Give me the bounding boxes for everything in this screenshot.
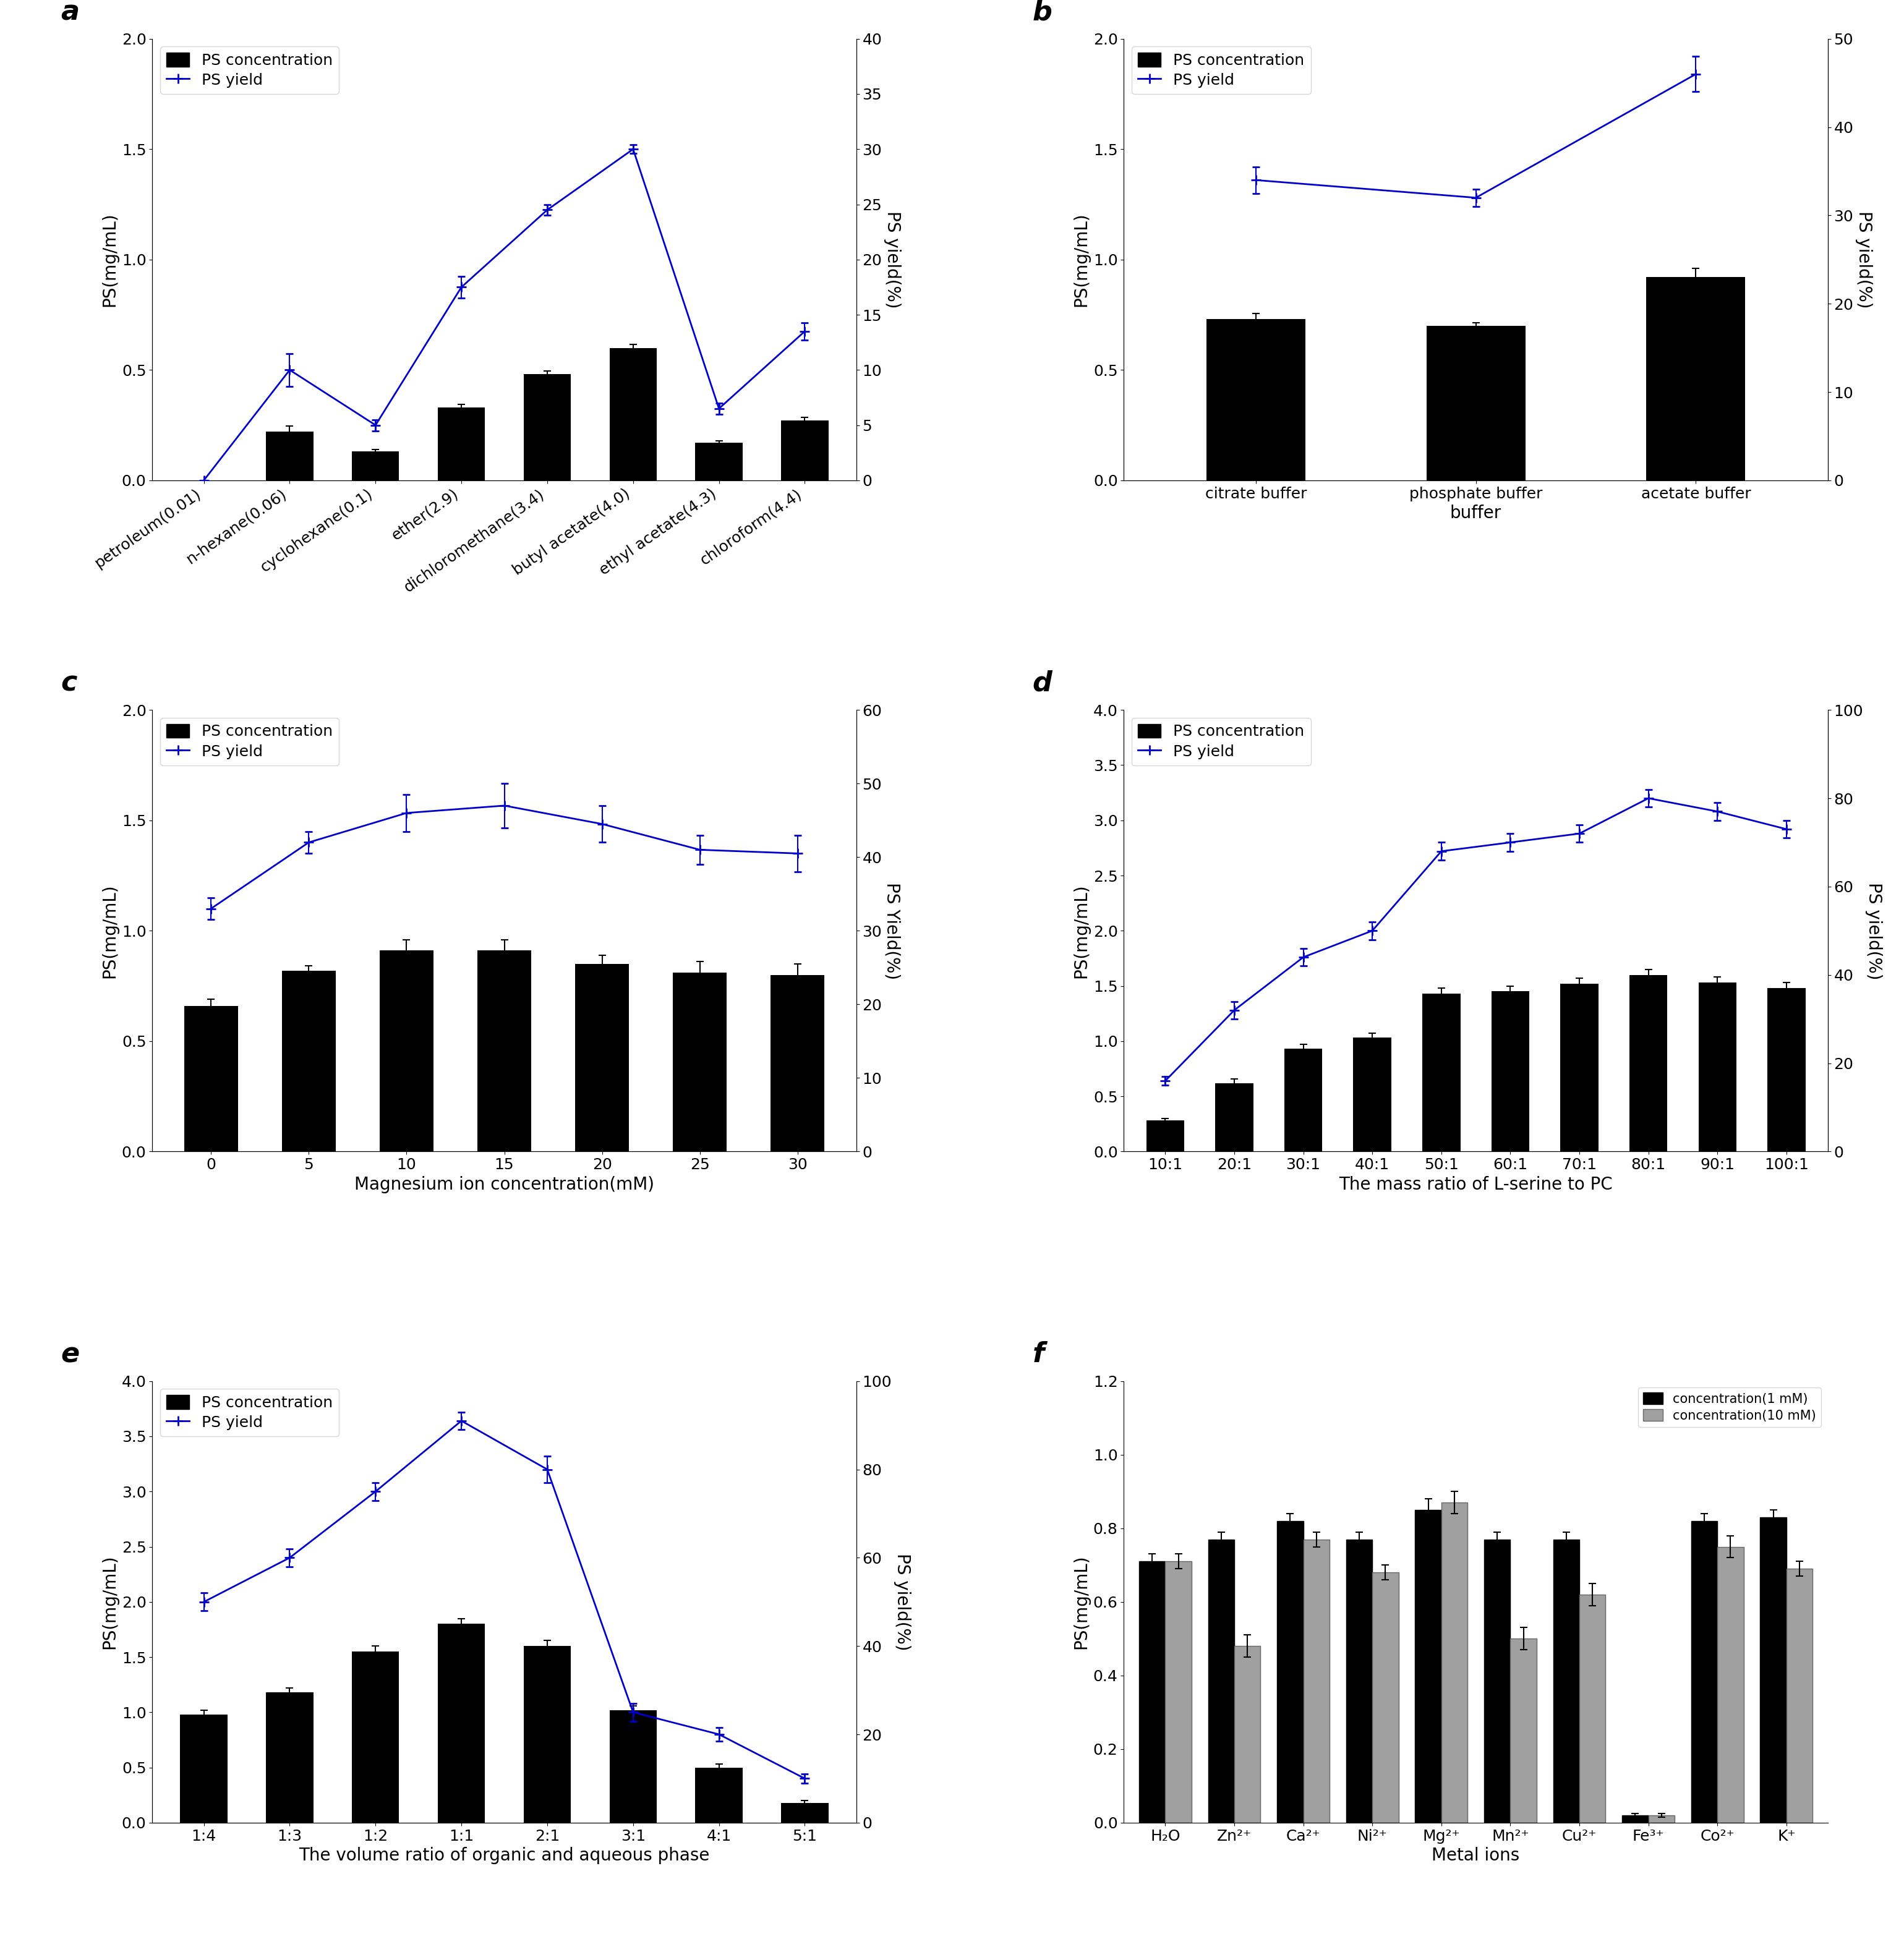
Bar xyxy=(695,442,743,481)
Bar xyxy=(1139,1561,1165,1823)
Bar xyxy=(352,1652,400,1823)
Bar xyxy=(575,964,628,1152)
Bar xyxy=(379,950,434,1152)
Bar xyxy=(1234,1646,1260,1823)
Bar xyxy=(1278,1520,1304,1823)
Text: f: f xyxy=(1032,1342,1043,1367)
X-axis label: Metal ions: Metal ions xyxy=(1432,1848,1519,1863)
Text: a: a xyxy=(61,0,80,25)
Bar xyxy=(1304,1540,1329,1823)
Legend: concentration(1 mM), concentration(10 mM): concentration(1 mM), concentration(10 mM… xyxy=(1637,1388,1822,1427)
Bar xyxy=(1285,1049,1321,1152)
Bar xyxy=(524,1646,571,1823)
Y-axis label: PS Yield(%): PS Yield(%) xyxy=(883,882,901,979)
Y-axis label: PS yield(%): PS yield(%) xyxy=(883,211,901,308)
Legend: PS concentration, PS yield: PS concentration, PS yield xyxy=(160,717,339,766)
Bar xyxy=(1691,1520,1717,1823)
Bar xyxy=(438,1625,486,1823)
Text: b: b xyxy=(1032,0,1053,25)
X-axis label: The volume ratio of organic and aqueous phase: The volume ratio of organic and aqueous … xyxy=(299,1848,710,1863)
Bar xyxy=(1483,1540,1510,1823)
Bar xyxy=(781,1803,828,1823)
Y-axis label: PS(mg/mL): PS(mg/mL) xyxy=(1072,213,1089,306)
Bar xyxy=(1146,1121,1184,1152)
Y-axis label: PS(mg/mL): PS(mg/mL) xyxy=(1072,1555,1089,1648)
Bar xyxy=(267,1693,314,1823)
Bar xyxy=(609,1710,657,1823)
X-axis label: Magnesium ion concentration(mM): Magnesium ion concentration(mM) xyxy=(354,1175,655,1192)
Bar xyxy=(781,421,828,481)
Bar xyxy=(1207,320,1306,481)
Y-axis label: PS(mg/mL): PS(mg/mL) xyxy=(101,213,118,306)
Y-axis label: PS(mg/mL): PS(mg/mL) xyxy=(101,1555,118,1648)
Bar xyxy=(267,432,314,481)
Y-axis label: PS yield(%): PS yield(%) xyxy=(1854,211,1872,308)
Bar xyxy=(1354,1037,1392,1152)
Y-axis label: PS(mg/mL): PS(mg/mL) xyxy=(101,884,118,977)
Legend: PS concentration, PS yield: PS concentration, PS yield xyxy=(1131,47,1310,95)
Bar xyxy=(1215,1084,1253,1152)
Bar xyxy=(1630,975,1668,1152)
Bar xyxy=(1649,1815,1676,1823)
Y-axis label: PS(mg/mL): PS(mg/mL) xyxy=(1072,884,1089,977)
Text: d: d xyxy=(1032,671,1053,696)
Bar xyxy=(1510,1638,1537,1823)
Bar xyxy=(1207,1540,1234,1823)
Bar xyxy=(1647,277,1746,481)
Text: c: c xyxy=(61,671,76,696)
Bar xyxy=(695,1768,743,1823)
Bar xyxy=(478,950,531,1152)
Bar xyxy=(1554,1540,1580,1823)
Bar xyxy=(1426,326,1525,481)
Bar xyxy=(1346,1540,1373,1823)
Bar xyxy=(1622,1815,1649,1823)
Bar xyxy=(438,407,486,481)
Legend: PS concentration, PS yield: PS concentration, PS yield xyxy=(160,1388,339,1437)
Legend: PS concentration, PS yield: PS concentration, PS yield xyxy=(1131,717,1310,766)
Bar xyxy=(1491,991,1529,1152)
Y-axis label: PS yield(%): PS yield(%) xyxy=(1864,882,1883,979)
Bar xyxy=(672,973,727,1152)
Bar xyxy=(1422,993,1460,1152)
Bar xyxy=(181,1714,227,1823)
Bar xyxy=(1580,1594,1605,1823)
Bar xyxy=(1415,1510,1441,1823)
Bar xyxy=(1698,983,1736,1152)
Bar xyxy=(1786,1569,1813,1823)
Bar xyxy=(185,1006,238,1152)
Bar xyxy=(524,374,571,481)
Bar xyxy=(609,347,657,481)
Bar xyxy=(1373,1573,1399,1823)
Bar xyxy=(1717,1547,1744,1823)
Bar xyxy=(1165,1561,1192,1823)
Bar xyxy=(771,975,824,1152)
Bar xyxy=(1561,983,1597,1152)
Bar xyxy=(282,970,335,1152)
Text: e: e xyxy=(61,1342,80,1367)
Bar xyxy=(1767,989,1805,1152)
X-axis label: buffer: buffer xyxy=(1451,504,1502,522)
Bar xyxy=(1441,1503,1468,1823)
Bar xyxy=(1759,1516,1786,1823)
Bar xyxy=(352,452,400,481)
Legend: PS concentration, PS yield: PS concentration, PS yield xyxy=(160,47,339,95)
X-axis label: The mass ratio of L-serine to PC: The mass ratio of L-serine to PC xyxy=(1339,1175,1613,1192)
Y-axis label: PS yield(%): PS yield(%) xyxy=(893,1553,910,1650)
